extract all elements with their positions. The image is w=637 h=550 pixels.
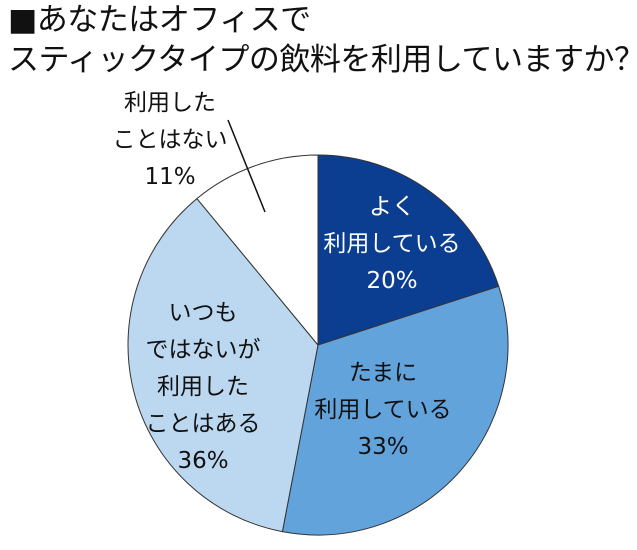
pie-slice-never-used	[196, 154, 319, 347]
slice-value-sometimes-use: 33%	[357, 434, 408, 460]
chart-title-line-1: ■あなたはオフィスで	[8, 2, 311, 38]
slice-value-used-before: 36%	[177, 448, 228, 474]
pie-slice-often-use	[317, 154, 500, 346]
slice-label-line-used-before: 利用した	[157, 374, 249, 400]
slice-value-never-used: 11%	[144, 164, 195, 190]
pie-slices	[127, 154, 509, 536]
pie-labels: よく利用している20%たまに利用している33%いつもではないが利用したことはある…	[113, 90, 461, 474]
slice-label-line-used-before: いつも	[169, 300, 238, 326]
slice-label-line-used-before: ではないが	[146, 337, 261, 363]
slice-label-line-never-used: ことはない	[113, 127, 228, 153]
slice-label-line-often-use: 利用している	[323, 231, 460, 257]
slice-label-line-never-used: 利用した	[124, 90, 216, 116]
slice-value-often-use: 20%	[366, 268, 417, 294]
leader-line-never-used	[227, 119, 266, 213]
chart-title-line-2: スティックタイプの飲料を利用していますか？	[8, 42, 637, 78]
slice-label-line-sometimes-use: 利用している	[314, 397, 451, 423]
pie-slice-used-before	[127, 197, 319, 533]
slice-label-line-often-use: よく	[369, 194, 415, 220]
pie-slice-sometimes-use	[281, 285, 509, 536]
slice-label-line-used-before: ことはある	[146, 411, 261, 437]
slice-label-line-sometimes-use: たまに	[349, 360, 417, 386]
